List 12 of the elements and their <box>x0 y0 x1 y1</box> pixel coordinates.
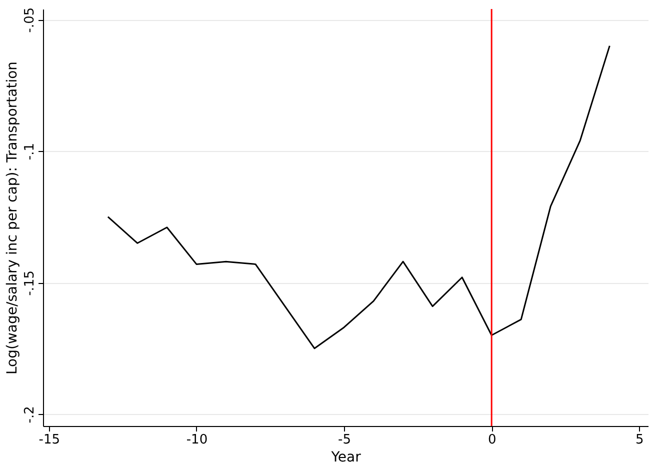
x-axis-title: Year <box>330 450 362 466</box>
y-tick-label: -.2 <box>22 406 38 424</box>
x-tick-label: 0 <box>488 432 496 448</box>
y-tick-label: -.1 <box>22 143 38 160</box>
x-tick-label: 5 <box>636 432 644 448</box>
x-tick-label: -5 <box>338 432 352 448</box>
y-tick-label: -.15 <box>22 270 38 296</box>
y-axis-title: Log(wage/salary inc per cap): Transportation <box>4 61 20 375</box>
line-series <box>107 45 610 350</box>
y-tick-label: -.05 <box>22 7 38 33</box>
x-tick-label: -15 <box>38 432 60 448</box>
x-tick-label: -10 <box>186 432 208 448</box>
